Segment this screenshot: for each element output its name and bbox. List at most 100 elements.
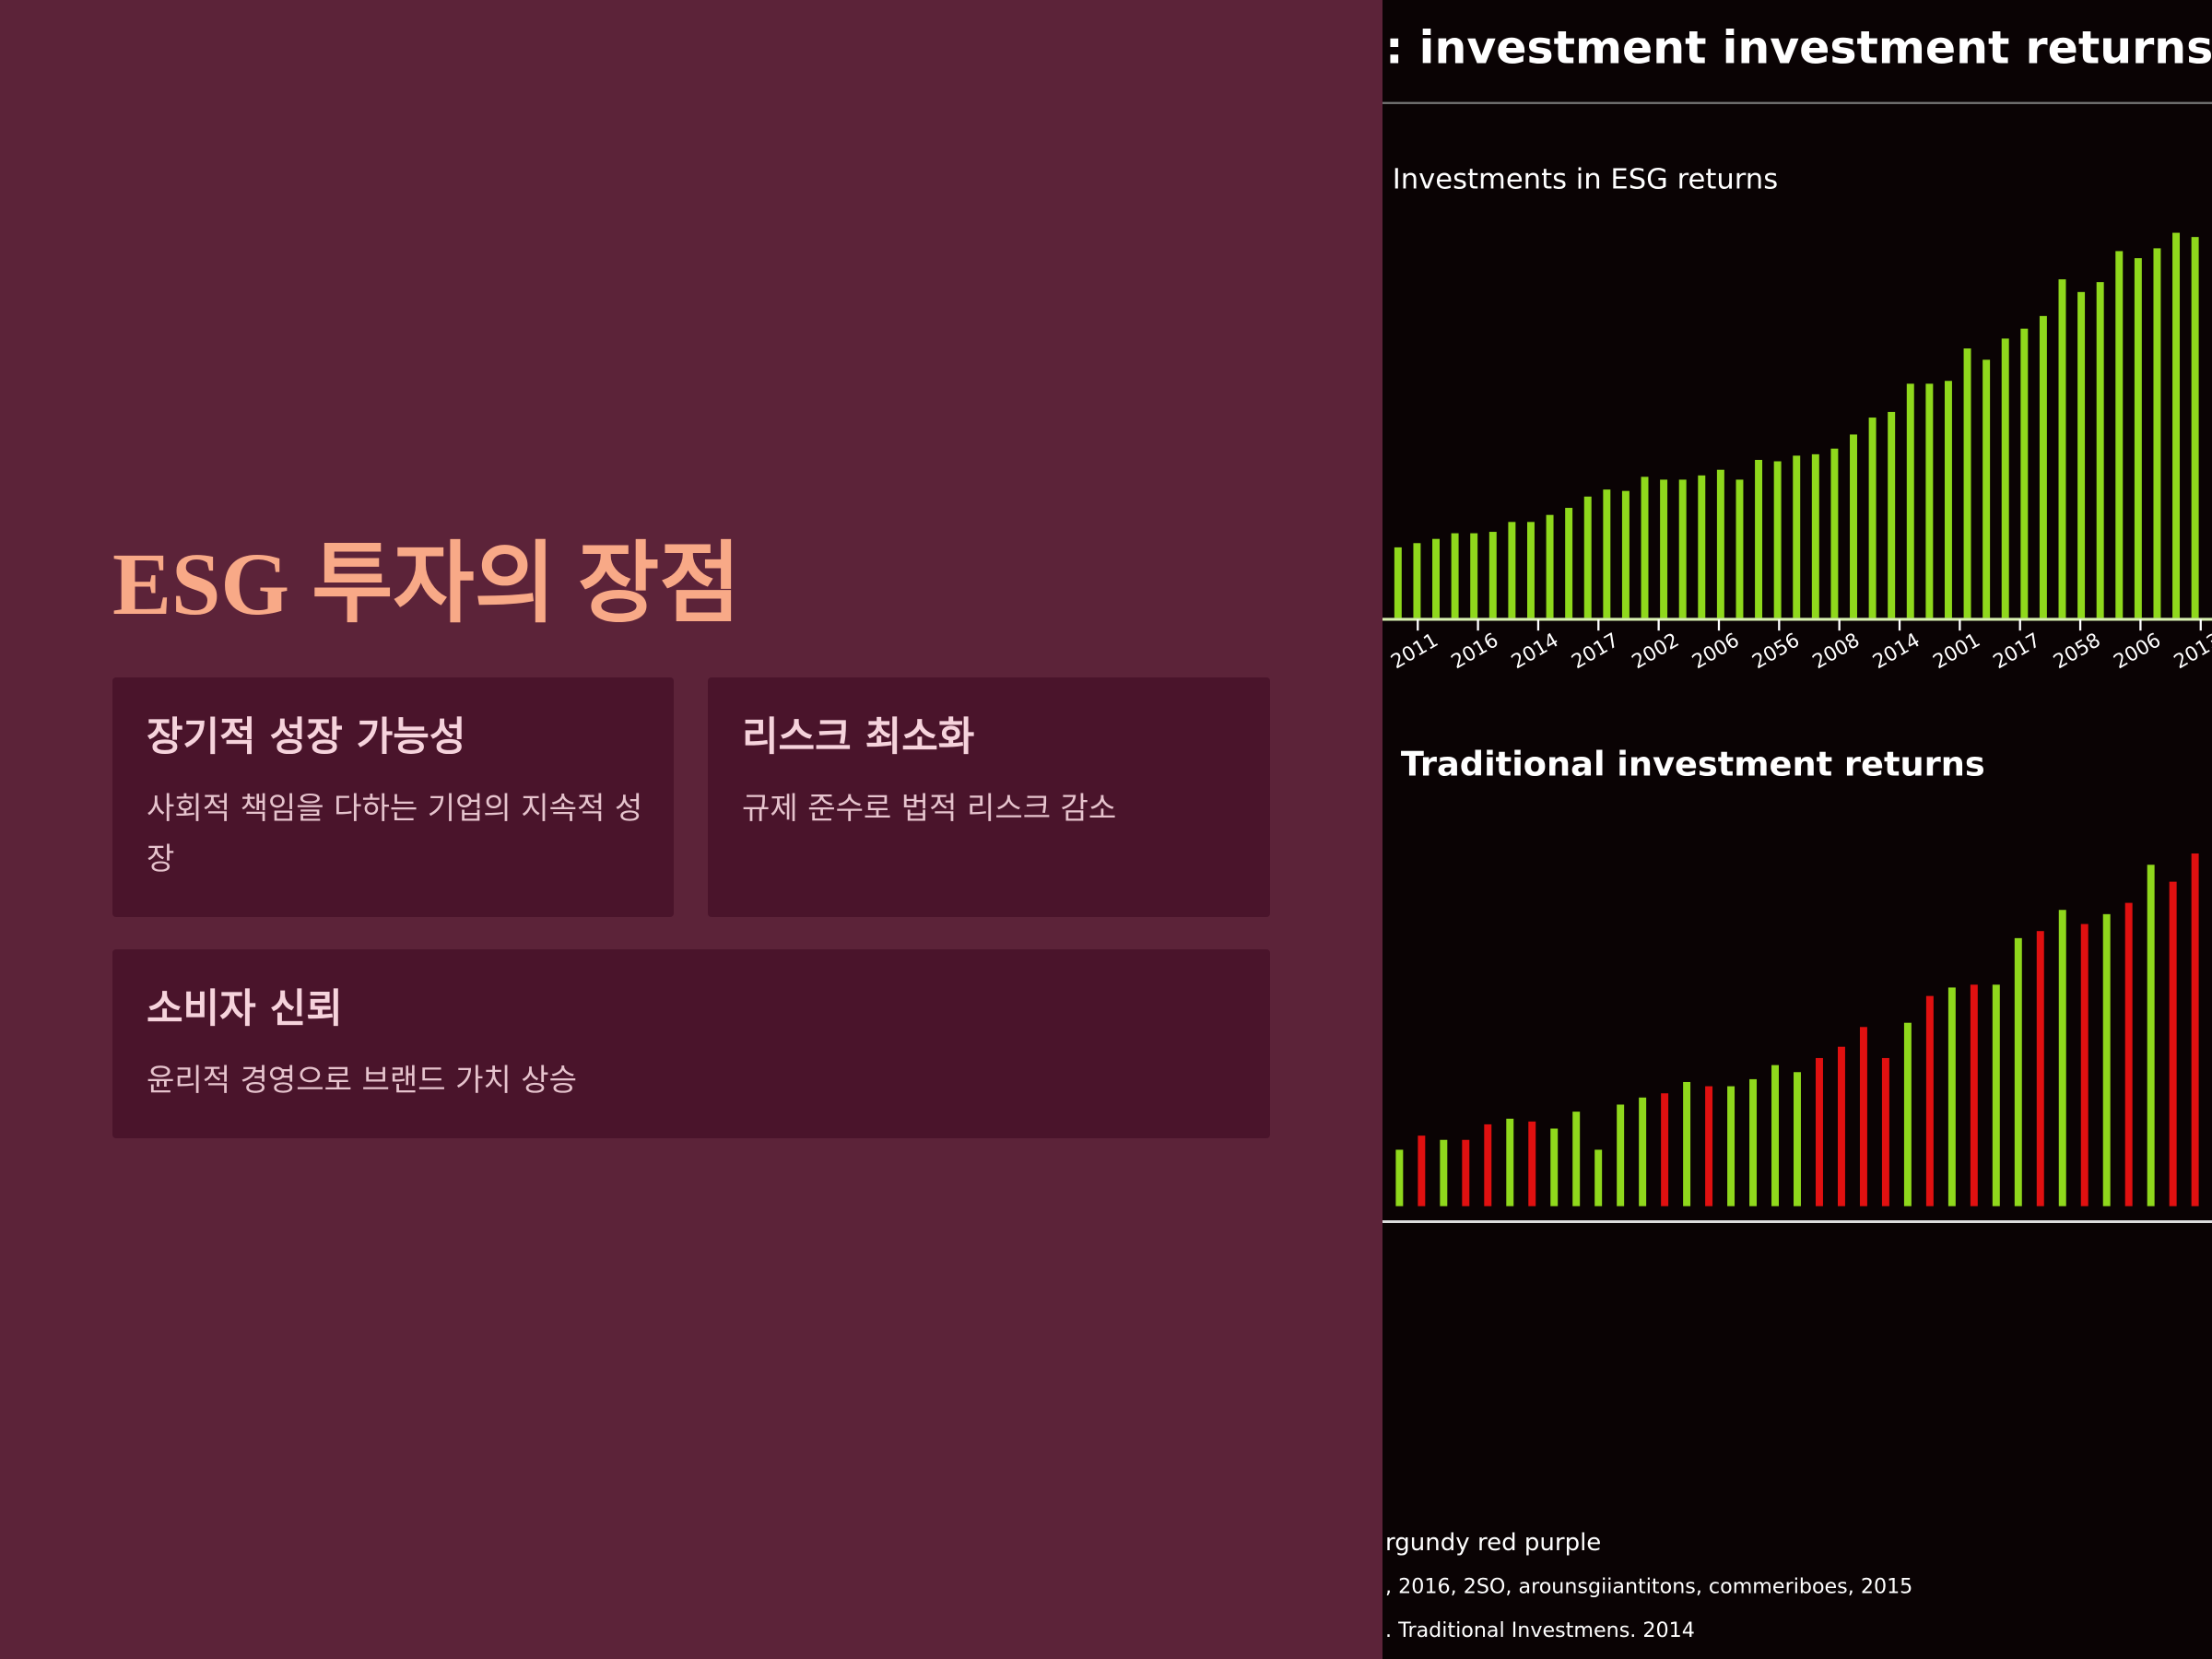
bar — [2102, 913, 2111, 1206]
bar — [1755, 459, 1763, 618]
bar — [2039, 315, 2047, 618]
slide-title: ESG 투자의 장점 — [112, 535, 741, 633]
bar — [1617, 1104, 1625, 1206]
card-body: 사회적 책임을 다하는 기업의 지속적 성장 — [147, 790, 643, 877]
bar — [2058, 279, 2066, 618]
bar — [1572, 1112, 1581, 1206]
bar — [1698, 475, 1706, 618]
bar — [1794, 1072, 1801, 1206]
bar — [1983, 359, 1991, 618]
bar — [1963, 348, 1971, 618]
bar — [1470, 533, 1478, 618]
bar — [1773, 461, 1782, 618]
card: 소비자 신뢰 윤리적 경영으로 브랜드 가치 상승 — [112, 949, 1270, 1138]
bar — [1888, 411, 1896, 618]
bar — [1903, 1022, 1912, 1206]
bar — [2115, 251, 2124, 618]
card-body: 윤리적 경영으로 브랜드 가치 상승 — [147, 1062, 577, 1098]
bar — [1683, 1081, 1691, 1206]
footer-text: rgundy red purple — [1385, 1529, 1601, 1557]
bar — [1705, 1086, 1713, 1206]
bar — [1546, 514, 1554, 618]
chart-title: Traditional investment returns — [1401, 745, 1985, 784]
bar — [1451, 533, 1459, 618]
card: 리스크 최소화 규제 준수로 법적 리스크 감소 — [708, 677, 1270, 917]
bar — [1550, 1128, 1559, 1206]
bar — [2124, 902, 2133, 1206]
footer-text: . Traditional Investmens. 2014 — [1385, 1618, 1695, 1642]
bar — [1881, 1057, 1889, 1206]
image-title: : investment investment returns — [1385, 22, 2212, 75]
chart-title: Investments in ESG returns — [1393, 163, 1778, 195]
bar — [1925, 995, 1934, 1206]
bar — [1413, 543, 1421, 618]
bar — [1660, 479, 1668, 618]
bar — [1992, 984, 2000, 1206]
bar — [1639, 1097, 1647, 1206]
bar — [1440, 1139, 1448, 1206]
bar — [1793, 455, 1801, 618]
bar — [2191, 237, 2199, 618]
bar — [2169, 881, 2177, 1206]
slide: ESG 투자의 장점 장기적 성장 가능성 사회적 책임을 다하는 기업의 지속… — [112, 535, 1270, 1138]
bar — [1944, 381, 1952, 618]
bar — [1488, 532, 1497, 618]
bar — [2147, 865, 2155, 1206]
bar — [1727, 1086, 1735, 1206]
card-heading: 소비자 신뢰 — [147, 986, 343, 1032]
bar — [1395, 1149, 1404, 1206]
bar — [1418, 1135, 1426, 1206]
bar — [1830, 448, 1839, 618]
bar — [1506, 1118, 1514, 1206]
bar — [2036, 931, 2044, 1206]
bar — [1716, 469, 1724, 618]
bar — [1484, 1124, 1492, 1206]
bar — [1508, 522, 1516, 618]
bar — [1816, 1057, 1823, 1206]
bar — [2191, 853, 2199, 1206]
bar — [1749, 1078, 1758, 1206]
bar — [1565, 508, 1573, 618]
card-body: 규제 준수로 법적 리스크 감소 — [742, 790, 1117, 826]
bar — [1661, 1093, 1669, 1206]
bar — [1526, 522, 1535, 618]
chart-background — [1382, 0, 2212, 1659]
bar — [1462, 1139, 1470, 1206]
bar — [1837, 1046, 1845, 1206]
bar — [2134, 258, 2142, 618]
bar — [1925, 383, 1934, 618]
bar — [1947, 987, 1956, 1206]
bar — [2001, 338, 2009, 618]
bar — [1771, 1065, 1779, 1206]
bar — [1735, 479, 1744, 618]
bar — [1528, 1121, 1536, 1206]
card: 장기적 성장 가능성 사회적 책임을 다하는 기업의 지속적 성장 — [112, 677, 674, 917]
card-heading: 장기적 성장 가능성 — [147, 714, 466, 760]
bar — [1859, 1027, 1867, 1206]
chart-image: : investment investment returns Investme… — [1382, 0, 2212, 1659]
bar — [1394, 547, 1402, 618]
bar — [1678, 479, 1687, 618]
bar — [2096, 282, 2104, 618]
bar — [1970, 984, 1978, 1206]
bar — [1641, 477, 1649, 618]
bar — [2153, 248, 2161, 618]
bar — [1906, 383, 1914, 618]
bar — [1850, 434, 1857, 618]
bar — [2020, 328, 2029, 618]
bar — [1594, 1149, 1603, 1206]
bar — [1621, 490, 1630, 618]
bar — [1811, 453, 1819, 618]
bar — [1868, 418, 1877, 618]
bar — [2172, 232, 2181, 618]
bar — [1432, 538, 1440, 618]
bar — [2077, 291, 2086, 618]
bar — [2058, 910, 2066, 1206]
footer-text: , 2016, 2SO, arounsgiiantitons, commerib… — [1385, 1574, 1912, 1598]
bar — [2014, 937, 2022, 1206]
bar — [1583, 496, 1592, 618]
bar — [2080, 924, 2088, 1206]
card-heading: 리스크 최소화 — [742, 714, 975, 760]
bar — [1603, 489, 1611, 618]
